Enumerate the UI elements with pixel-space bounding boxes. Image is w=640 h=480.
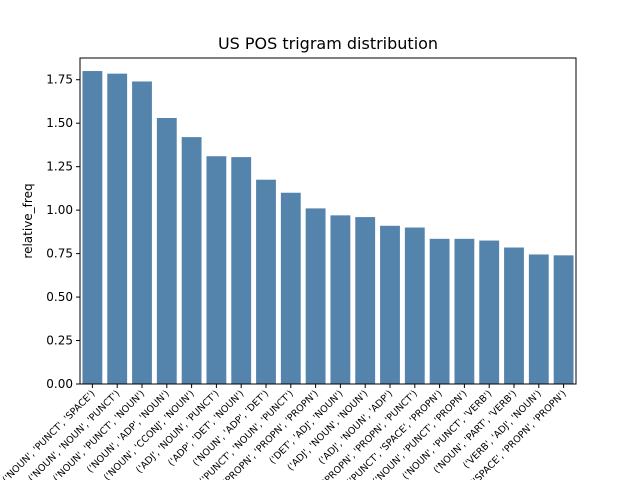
bar-6 [206, 156, 227, 384]
y-tick-label: 0.25 [46, 334, 73, 348]
y-tick-label: 1.00 [46, 203, 73, 217]
bar-2 [107, 73, 128, 384]
bar-8 [256, 179, 276, 384]
bar-4 [156, 117, 177, 384]
bar-11 [330, 215, 351, 384]
y-tick-label: 0.50 [46, 290, 73, 304]
bar-15 [429, 238, 450, 384]
bar-5 [181, 137, 202, 384]
bar-20 [553, 255, 574, 384]
bar-19 [528, 254, 549, 384]
bar-16 [454, 238, 475, 384]
y-axis-label: relative_freq [21, 183, 35, 258]
y-tick-label: 1.75 [46, 73, 73, 87]
y-tick-label: 1.25 [46, 160, 73, 174]
plot-frame [79, 57, 577, 385]
y-tick-label: 0.00 [46, 377, 73, 391]
bar-14 [404, 227, 425, 384]
y-tick-label: 1.50 [46, 116, 73, 130]
x-axis: ('NOUN', 'PUNCT', 'SPACE')('NOUN', 'NOUN… [1, 384, 569, 480]
bar-12 [355, 217, 376, 384]
bar-9 [280, 192, 301, 384]
bar-1 [82, 71, 103, 384]
bar-18 [504, 247, 524, 384]
bar-3 [132, 81, 152, 385]
y-axis: 0.00 0.25 0.50 0.75 1.00 1.25 1.50 1.75 [46, 73, 80, 391]
bar-17 [479, 240, 500, 384]
bars-group [82, 71, 574, 385]
chart-title: US POS trigram distribution [218, 34, 438, 53]
bar-7 [231, 157, 252, 384]
bar-10 [305, 208, 326, 384]
y-tick-label: 0.75 [46, 247, 73, 261]
bar-13 [380, 225, 400, 384]
